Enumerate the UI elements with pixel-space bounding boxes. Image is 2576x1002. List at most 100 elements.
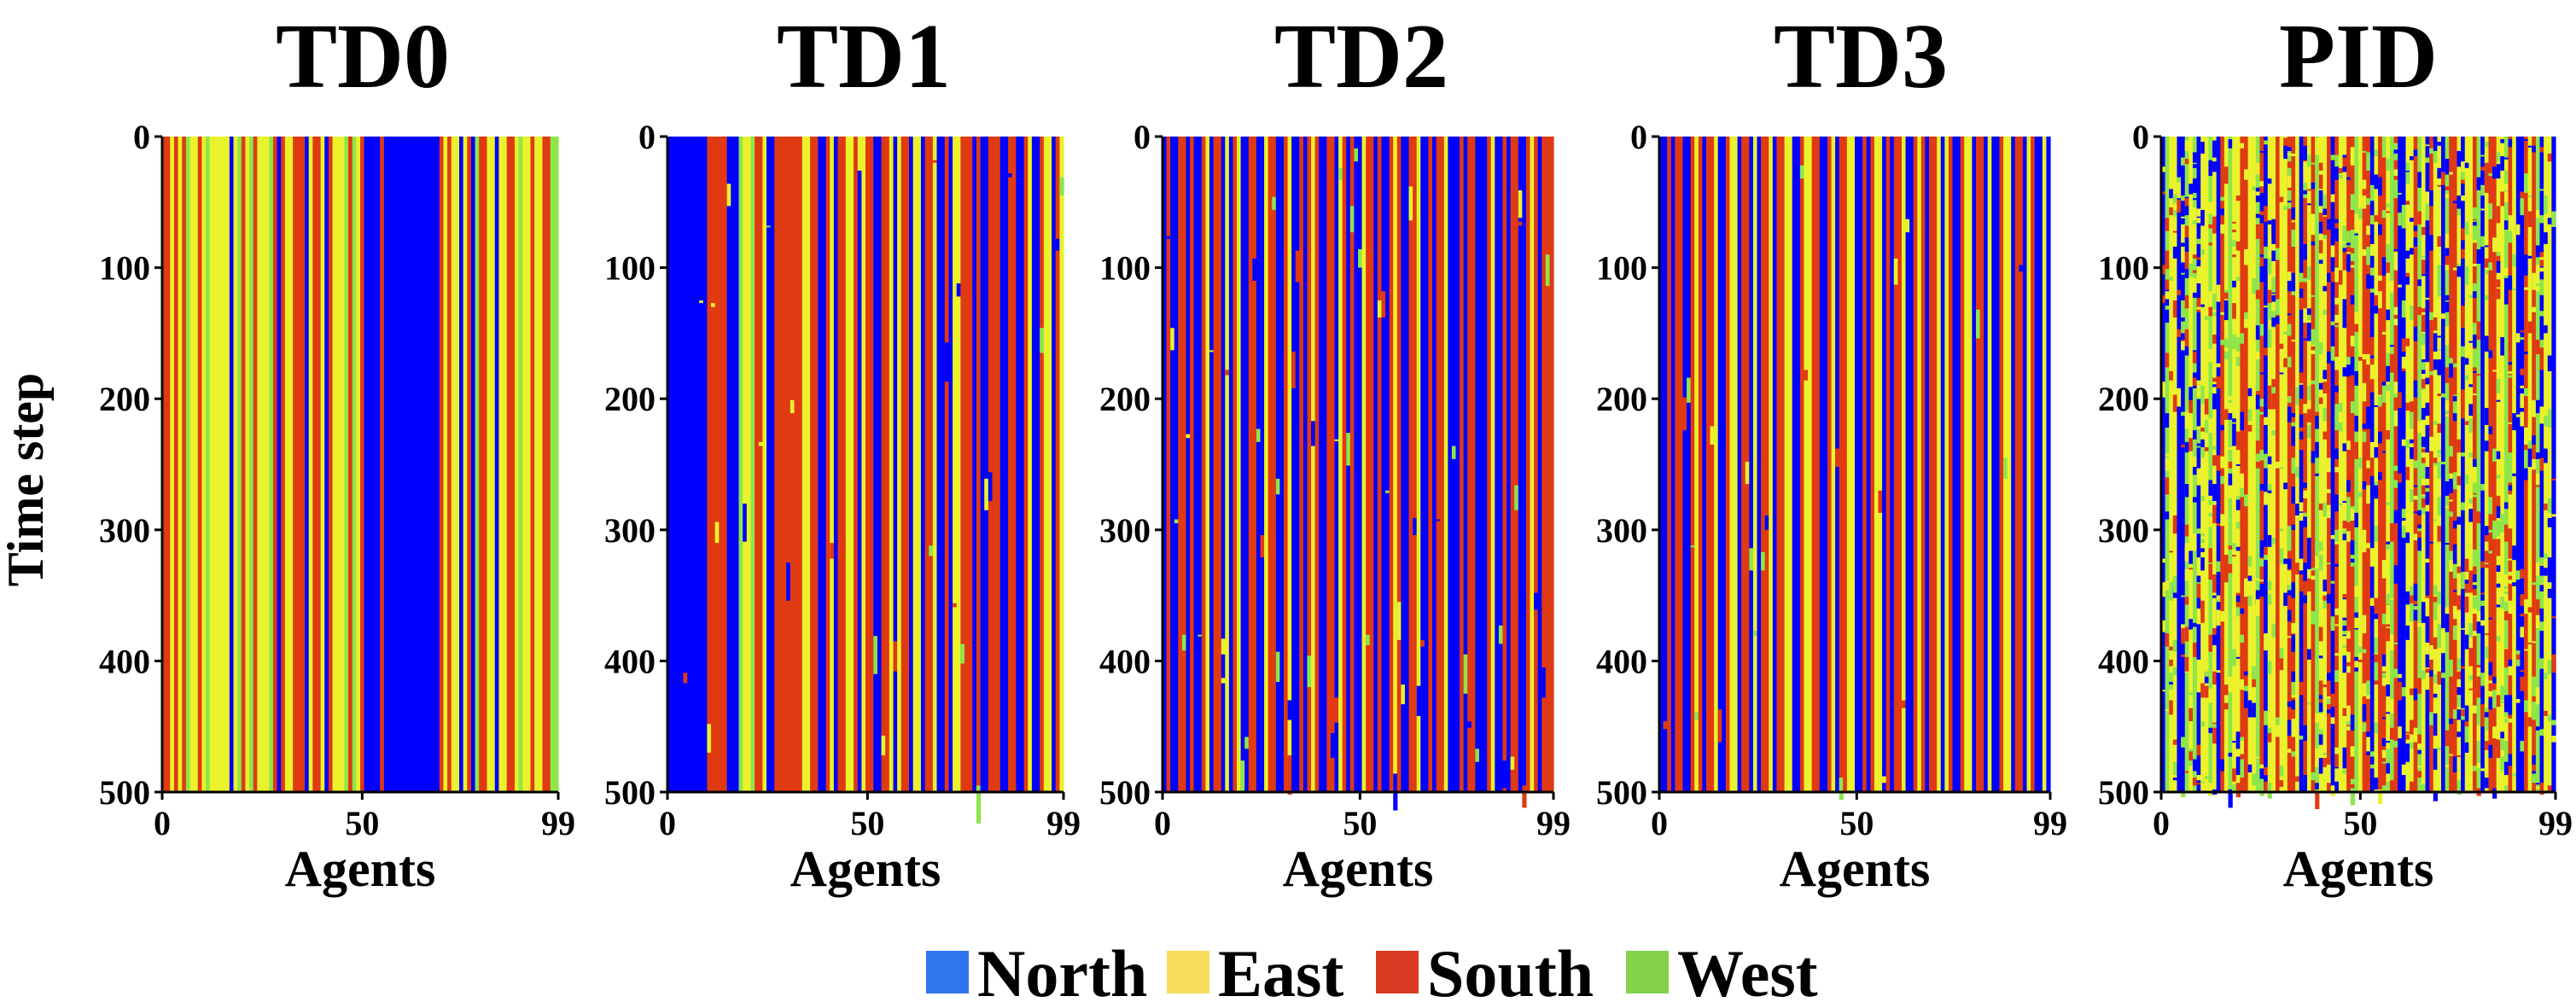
heading-change xyxy=(2334,154,2340,167)
heading-change xyxy=(2524,649,2529,651)
heading-change xyxy=(2184,159,2189,165)
agent-column xyxy=(312,137,318,792)
heading-change xyxy=(2381,143,2387,158)
agent-column xyxy=(1772,137,1777,792)
y-tick-label: 0 xyxy=(133,118,150,156)
heading-change xyxy=(2346,512,2352,522)
agent-column xyxy=(996,137,1001,792)
heading-change xyxy=(2346,502,2352,516)
heading-change xyxy=(2386,370,2391,382)
heading-change xyxy=(2196,744,2201,755)
agent-column xyxy=(675,137,680,792)
heading-change xyxy=(2354,416,2359,432)
heading-change xyxy=(1170,328,1175,351)
agent-column xyxy=(1443,137,1448,792)
heading-change xyxy=(2342,521,2347,529)
agent-column xyxy=(2042,137,2048,792)
heading-change xyxy=(2401,338,2407,352)
agent-column xyxy=(1952,137,1957,792)
heading-change xyxy=(2508,695,2513,713)
heading-change xyxy=(2381,661,2387,672)
heading-change xyxy=(2539,729,2544,736)
heading-change xyxy=(2445,414,2450,417)
heading-change xyxy=(2184,524,2189,537)
heading-change xyxy=(2503,294,2509,305)
agent-column xyxy=(1522,137,1527,792)
heading-change xyxy=(2421,407,2427,420)
agent-column xyxy=(1451,137,1457,792)
heading-change xyxy=(2461,709,2466,716)
agent-column xyxy=(1213,137,1218,792)
heading-change xyxy=(2244,690,2249,708)
heading-change xyxy=(2303,166,2308,184)
heading-change xyxy=(2386,211,2391,213)
heading-change xyxy=(2291,718,2296,737)
heading-change xyxy=(2437,335,2442,338)
agent-column xyxy=(972,137,977,792)
agent-column xyxy=(1960,137,1965,792)
agent-column xyxy=(2535,137,2541,792)
agent-column xyxy=(714,137,720,792)
heading-change xyxy=(2464,375,2469,381)
heading-change xyxy=(2515,414,2521,417)
heading-change xyxy=(2449,754,2454,756)
heading-change xyxy=(2480,561,2486,568)
agent-column xyxy=(758,137,763,792)
heading-change xyxy=(2196,257,2201,260)
heading-change xyxy=(2327,709,2332,714)
heading-change xyxy=(1385,490,1390,493)
heading-change xyxy=(2452,709,2458,719)
heading-change xyxy=(2496,506,2501,518)
agent-column xyxy=(734,137,740,792)
heading-change xyxy=(2503,717,2509,719)
heading-change xyxy=(2354,512,2359,527)
heading-change xyxy=(2287,570,2293,585)
heading-change xyxy=(2417,421,2422,434)
heading-change xyxy=(2306,266,2312,280)
agent-column xyxy=(2551,137,2556,792)
heading-change xyxy=(2539,406,2544,424)
heading-change xyxy=(2547,714,2552,722)
heading-change xyxy=(2445,764,2450,767)
heading-change xyxy=(2334,670,2340,682)
heading-change xyxy=(2524,450,2529,469)
heading-change xyxy=(2196,608,2201,625)
agent-column xyxy=(498,137,504,792)
agent-column xyxy=(833,137,839,792)
heading-change xyxy=(2208,688,2213,703)
agent-column xyxy=(2279,137,2284,792)
agent-column xyxy=(1440,137,1445,792)
heading-change xyxy=(2161,294,2166,304)
heading-change xyxy=(2421,362,2427,370)
heading-change xyxy=(2539,575,2544,584)
heading-change xyxy=(2421,259,2427,275)
heading-change xyxy=(2322,580,2328,591)
heading-change xyxy=(2279,658,2284,671)
agent-column xyxy=(229,137,235,792)
heading-change xyxy=(2196,675,2201,693)
agent-column xyxy=(1705,137,1711,792)
heading-change xyxy=(2421,255,2427,258)
heading-change xyxy=(2192,152,2198,163)
heading-change xyxy=(2503,524,2509,542)
agent-column xyxy=(794,137,799,792)
agent-column xyxy=(1043,137,1049,792)
heading-change xyxy=(2354,617,2359,628)
heading-change xyxy=(2484,712,2490,718)
heading-change xyxy=(2192,642,2198,657)
heading-change xyxy=(2484,258,2490,268)
agent-column xyxy=(2247,137,2253,792)
heading-change xyxy=(2267,731,2272,743)
heading-change xyxy=(2421,387,2427,390)
heading-change xyxy=(2449,560,2454,572)
heading-change xyxy=(2464,221,2469,236)
heading-change xyxy=(2468,294,2474,298)
heading-change xyxy=(2342,299,2347,317)
agent-column xyxy=(284,137,290,792)
heading-change xyxy=(2235,357,2241,366)
heading-change xyxy=(2334,529,2340,542)
heading-change xyxy=(2283,206,2288,211)
heading-change xyxy=(2503,695,2509,713)
heading-change xyxy=(2267,258,2272,275)
